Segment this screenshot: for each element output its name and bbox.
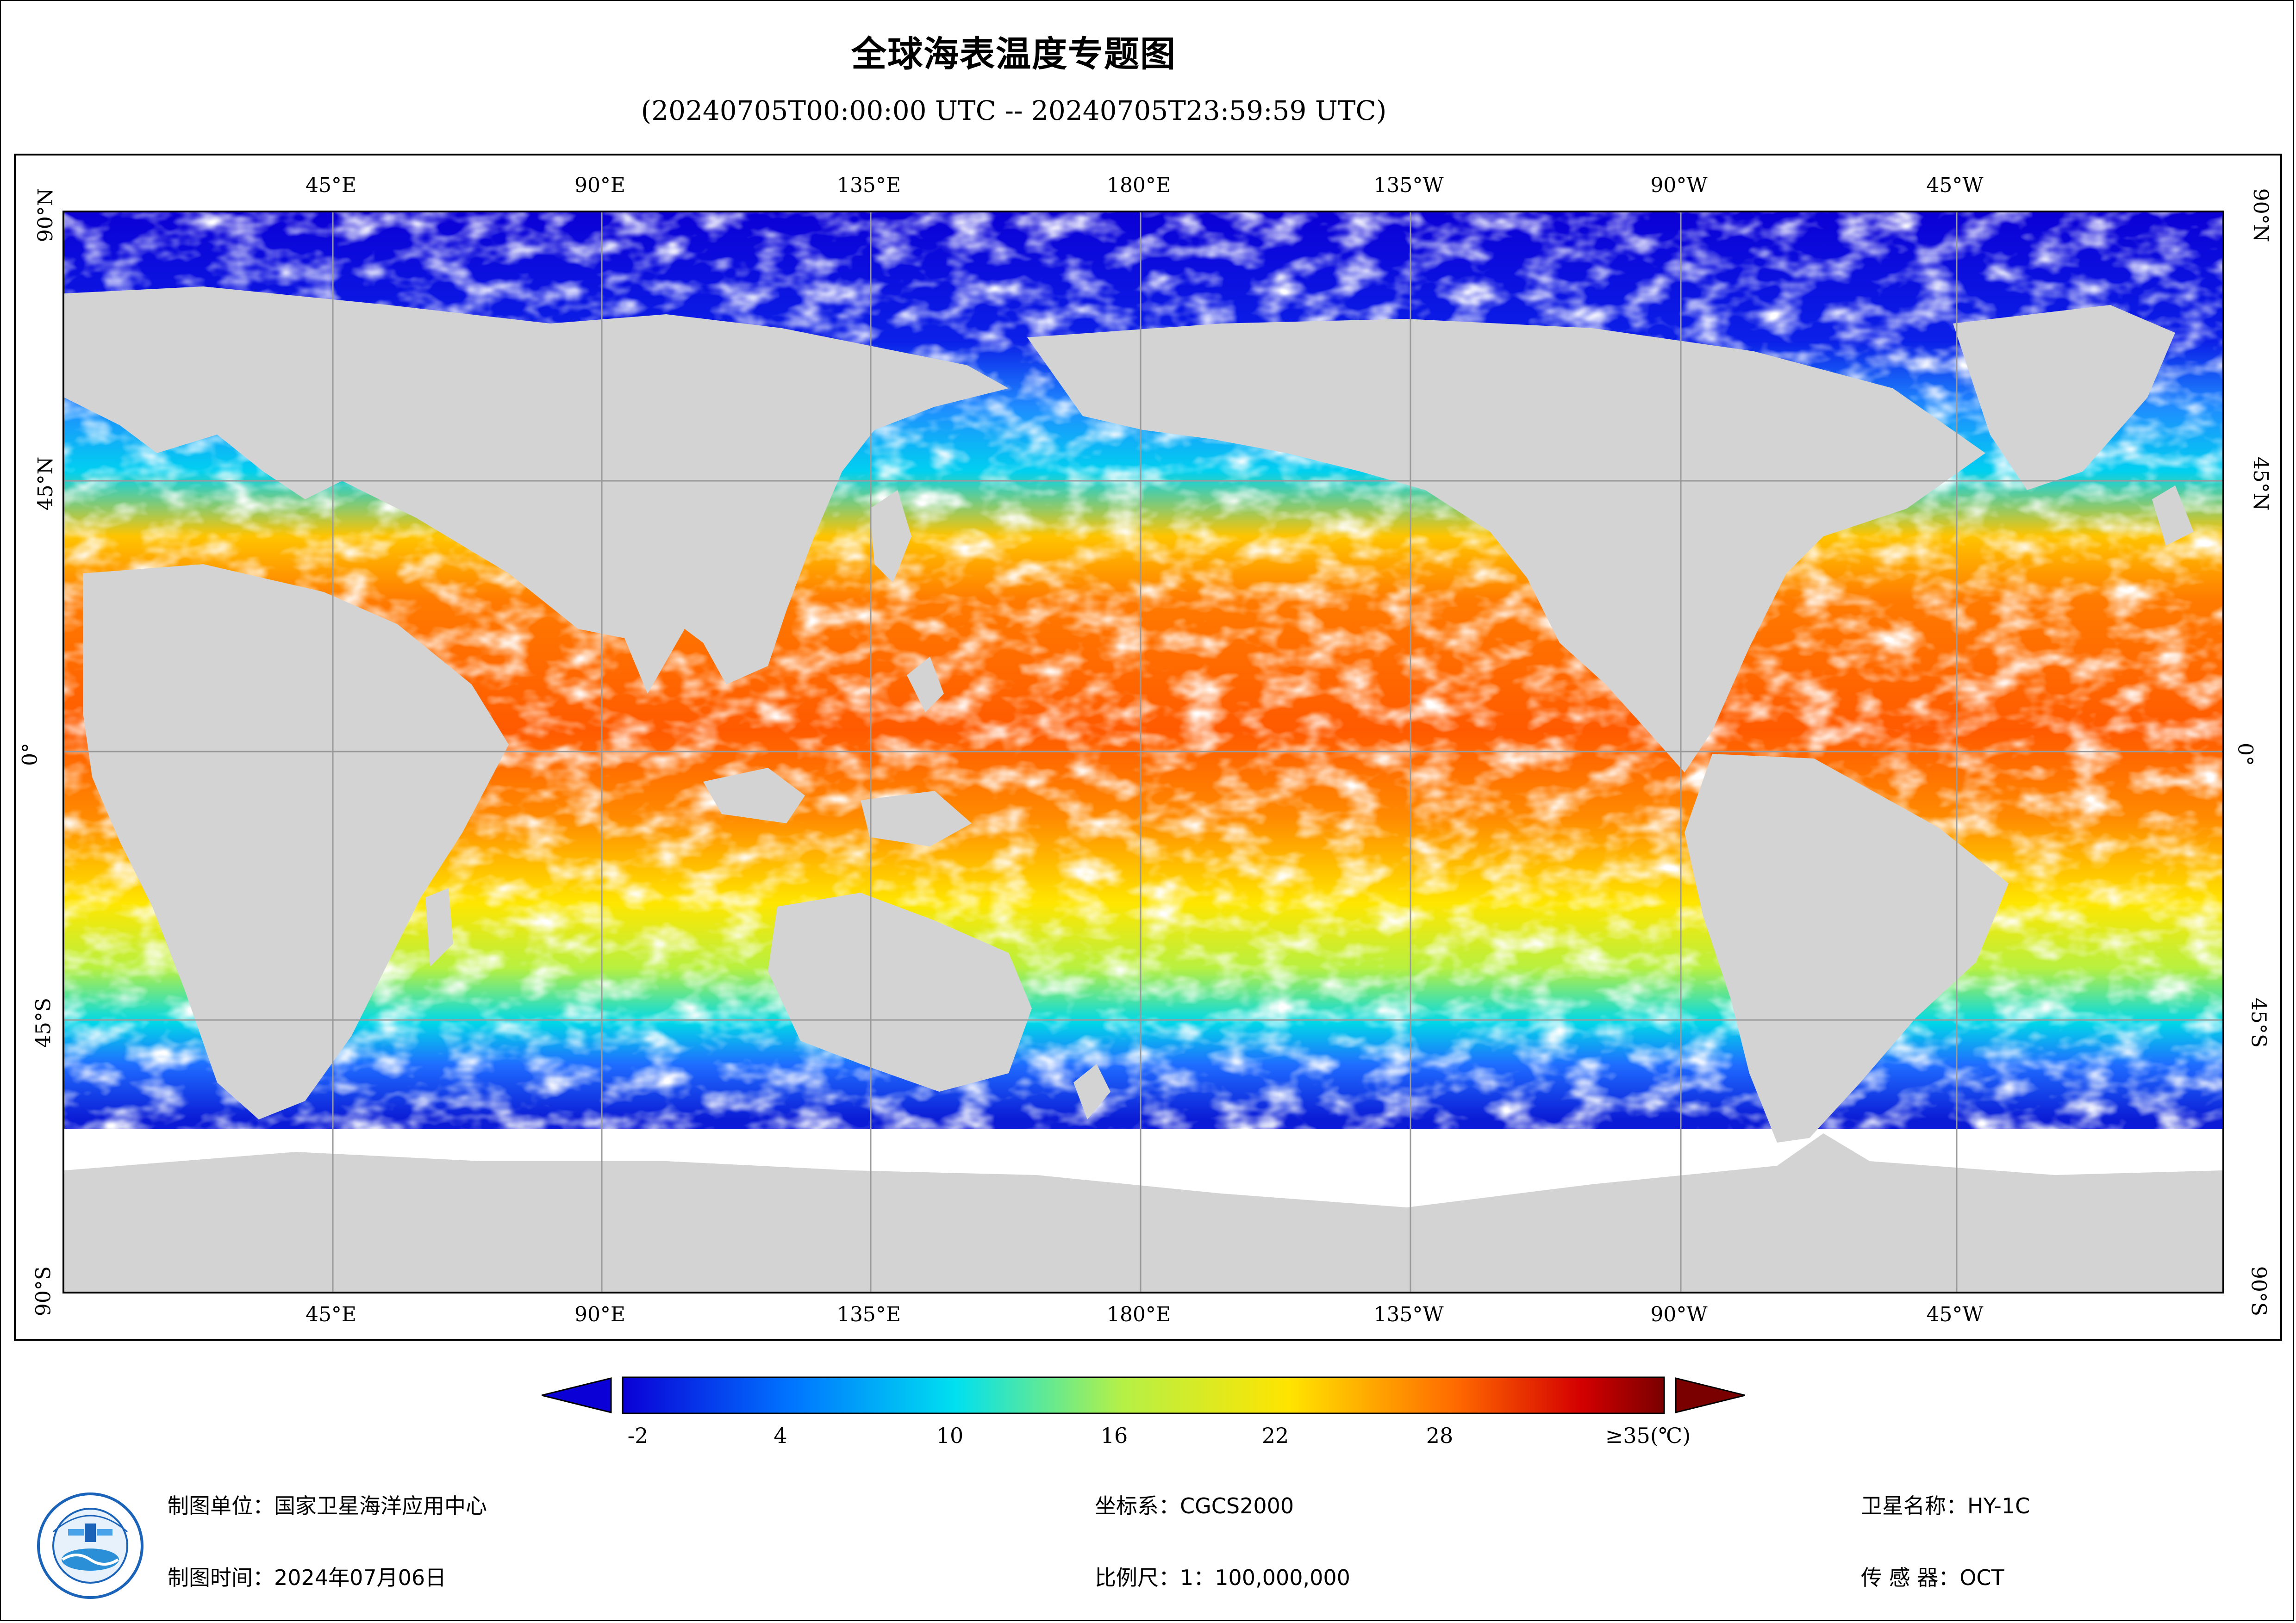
footer-production-date: 制图时间：2024年07月06日 [168,1565,447,1590]
japan [870,490,911,583]
lon-tick-bottom-90e: 90°E [574,1303,626,1326]
borneo [703,768,805,823]
south-america [1685,754,2009,1143]
lat-tick-right-0: 0° [2233,743,2257,766]
temperature-colorbar [541,1374,1746,1416]
colorbar-label-4: 4 [774,1423,787,1448]
sst-map [62,211,2224,1293]
lat-tick-right-90n: 90°N [2248,188,2272,243]
eurasia [64,286,1009,694]
sst-map-graphic [64,212,2222,1292]
lat-tick-right-45s: 45°S [2246,997,2271,1048]
lat-tick-left-0: 0° [18,743,42,766]
lat-tick-right-45n: 45°N [2248,456,2272,511]
lat-tick-left-45n: 45°N [33,456,57,511]
colorbar-label-35: ≥35(℃) [1605,1423,1691,1448]
page-title: 全球海表温度专题图 [851,33,1176,75]
new-zealand [1073,1064,1111,1119]
lon-tick-top-45e: 45°E [305,174,357,197]
footer-scale: 比例尺：1：100,000,000 [1095,1565,1350,1590]
colorbar-label-n2: -2 [627,1423,649,1448]
colorbar-label-28: 28 [1426,1423,1454,1448]
lon-tick-bottom-45e: 45°E [305,1303,357,1326]
new-guinea [861,791,972,846]
time-range-subtitle: (20240705T00:00:00 UTC -- 20240705T23:59… [641,95,1387,126]
lon-tick-bottom-135w: 135°W [1373,1303,1444,1326]
footer-sensor: 传 感 器：OCT [1861,1565,2004,1590]
lon-tick-top-135w: 135°W [1373,174,1444,197]
australia [768,893,1032,1092]
lat-tick-right-90s: 90°S [2246,1266,2271,1317]
logo-emblem [37,1492,144,1599]
africa [83,564,509,1119]
colorbar-min-arrow [541,1377,612,1413]
colorbar-label-22: 22 [1261,1423,1289,1448]
madagascar [425,888,453,967]
footer-producer: 制图单位：国家卫星海洋应用中心 [168,1493,487,1518]
graticule [64,212,2222,1292]
lat-tick-left-90n: 90°N [33,188,57,243]
antarctica [64,1133,2222,1292]
lon-tick-top-45w: 45°W [1926,174,1984,197]
philippines [907,657,944,712]
colorbar-ramp [622,1376,1665,1414]
land-masses [64,286,2222,1292]
north-america [1027,319,1985,772]
colorbar-label-10: 10 [936,1423,964,1448]
lon-tick-bottom-135e: 135°E [836,1303,901,1326]
lat-tick-left-45s: 45°S [31,997,56,1048]
colorbar-max-arrow [1675,1377,1746,1413]
map-frame [14,154,2282,1341]
lon-tick-top-180e: 180°E [1106,174,1171,197]
lat-tick-left-90s: 90°S [31,1266,56,1317]
nsoas-logo [35,1490,146,1601]
lon-tick-top-135e: 135°E [836,174,901,197]
lon-tick-bottom-45w: 45°W [1926,1303,1984,1326]
greenland [1953,305,2175,490]
colorbar-label-16: 16 [1100,1423,1128,1448]
footer-satellite: 卫星名称：HY-1C [1861,1493,2030,1518]
lon-tick-top-90e: 90°E [574,174,626,197]
lon-tick-top-90w: 90°W [1650,174,1708,197]
footer-coordinate-system: 坐标系：CGCS2000 [1095,1493,1294,1518]
colorbar-graphic [541,1376,1746,1414]
british-isles [2152,485,2194,546]
lon-tick-bottom-90w: 90°W [1650,1303,1708,1326]
lon-tick-bottom-180e: 180°E [1106,1303,1171,1326]
